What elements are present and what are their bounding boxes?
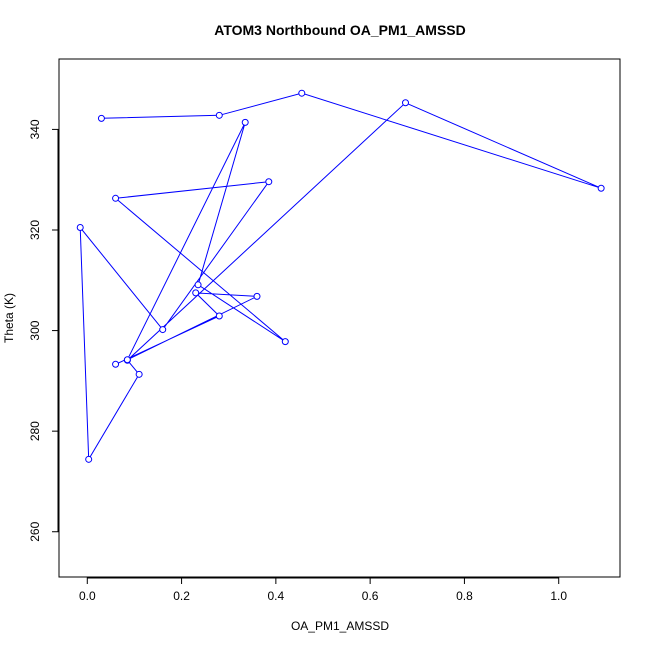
- data-point: [194, 281, 202, 289]
- data-point: [281, 338, 289, 346]
- series-layer: [76, 89, 605, 463]
- data-point: [112, 360, 120, 368]
- x-tick-label: 0.6: [362, 589, 379, 603]
- data-point: [159, 326, 167, 334]
- x-axis: 0.0 0.2 0.4 0.6 0.8 1.0: [79, 577, 567, 603]
- x-tick-label: 0.8: [456, 589, 473, 603]
- data-point: [265, 178, 273, 186]
- plot-frame: [58, 58, 621, 578]
- data-point: [97, 114, 105, 122]
- x-tick-label: 0.4: [268, 589, 285, 603]
- data-point: [298, 89, 306, 97]
- series-line: [79, 92, 602, 462]
- data-point: [402, 99, 409, 107]
- y-tick-label: 320: [28, 220, 42, 240]
- data-point: [112, 194, 120, 202]
- y-tick-label: 300: [28, 320, 42, 340]
- data-point: [192, 289, 200, 297]
- data-point: [85, 455, 93, 463]
- y-tick-label: 280: [28, 421, 42, 441]
- data-point: [135, 370, 143, 378]
- y-axis: 260 280 300 320 340: [28, 119, 59, 542]
- y-tick-label: 340: [28, 119, 42, 139]
- data-point: [597, 184, 605, 192]
- data-point: [215, 312, 223, 320]
- x-axis-label: OA_PM1_AMSSD: [291, 619, 389, 633]
- data-point: [76, 223, 84, 231]
- x-tick-label: 0.2: [173, 589, 190, 603]
- x-tick-label: 1.0: [550, 589, 567, 603]
- y-tick-label: 260: [28, 521, 42, 541]
- chart-title: ATOM3 Northbound OA_PM1_AMSSD: [214, 22, 466, 38]
- data-point: [253, 292, 261, 300]
- y-axis-label: Theta (K): [2, 293, 16, 343]
- data-point: [123, 356, 131, 364]
- data-point: [241, 118, 249, 126]
- data-point: [215, 111, 223, 119]
- x-tick-label: 0.0: [79, 589, 96, 603]
